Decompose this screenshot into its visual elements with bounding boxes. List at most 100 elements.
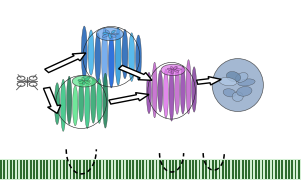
Bar <box>103 160 104 179</box>
Ellipse shape <box>237 87 252 96</box>
Ellipse shape <box>169 67 174 121</box>
Bar <box>209 160 210 179</box>
Ellipse shape <box>171 69 174 74</box>
Bar <box>109 160 111 179</box>
Bar <box>195 160 197 179</box>
Bar <box>70 160 71 179</box>
Bar <box>202 160 204 179</box>
Ellipse shape <box>73 85 78 126</box>
Bar <box>152 160 154 179</box>
Ellipse shape <box>219 77 237 86</box>
Ellipse shape <box>168 69 173 72</box>
Bar <box>36 160 38 179</box>
Bar <box>40 160 42 179</box>
Ellipse shape <box>88 30 94 75</box>
Bar <box>123 160 124 179</box>
Bar <box>86 160 88 179</box>
Bar <box>288 160 290 179</box>
Bar <box>205 160 207 179</box>
Bar <box>255 160 257 179</box>
Ellipse shape <box>95 33 101 82</box>
Ellipse shape <box>61 79 66 131</box>
Bar <box>43 160 45 179</box>
Bar <box>0 160 2 179</box>
Ellipse shape <box>82 77 85 81</box>
Bar <box>179 160 181 179</box>
Bar <box>132 160 134 179</box>
Ellipse shape <box>85 80 90 82</box>
Bar <box>83 160 85 179</box>
Ellipse shape <box>235 73 248 82</box>
Ellipse shape <box>115 27 121 85</box>
Bar <box>262 160 263 179</box>
Ellipse shape <box>173 69 182 70</box>
Ellipse shape <box>212 59 263 112</box>
Ellipse shape <box>67 76 72 124</box>
Bar <box>212 160 214 179</box>
Bar <box>265 160 267 179</box>
Ellipse shape <box>102 28 107 88</box>
Bar <box>281 160 283 179</box>
Ellipse shape <box>232 92 243 101</box>
Ellipse shape <box>173 66 177 70</box>
Bar <box>10 160 12 179</box>
Bar <box>298 160 300 179</box>
Ellipse shape <box>111 30 115 33</box>
Ellipse shape <box>102 34 110 37</box>
Ellipse shape <box>147 72 151 114</box>
Bar <box>13 160 15 179</box>
Ellipse shape <box>129 33 135 81</box>
Bar <box>23 160 25 179</box>
Bar <box>66 160 68 179</box>
Bar <box>159 160 161 179</box>
Bar <box>76 160 78 179</box>
Ellipse shape <box>54 83 60 125</box>
Ellipse shape <box>79 80 84 122</box>
Ellipse shape <box>78 80 83 82</box>
Polygon shape <box>45 53 86 73</box>
Bar <box>116 160 118 179</box>
Ellipse shape <box>103 32 109 35</box>
Ellipse shape <box>161 64 185 76</box>
Ellipse shape <box>223 89 236 97</box>
Ellipse shape <box>186 60 191 114</box>
Bar <box>219 160 220 179</box>
Ellipse shape <box>81 26 87 79</box>
Bar <box>199 160 200 179</box>
Bar <box>3 160 5 179</box>
Ellipse shape <box>103 73 108 128</box>
Bar <box>258 160 260 179</box>
Ellipse shape <box>192 67 197 112</box>
Bar <box>285 160 287 179</box>
Bar <box>252 160 253 179</box>
Ellipse shape <box>175 67 180 114</box>
Bar <box>248 160 250 179</box>
Bar <box>93 160 95 179</box>
Ellipse shape <box>97 79 102 123</box>
Bar <box>73 160 75 179</box>
Bar <box>225 160 227 179</box>
Bar <box>56 160 58 179</box>
Bar <box>146 160 147 179</box>
Bar <box>119 160 121 179</box>
Bar <box>245 160 247 179</box>
Bar <box>222 160 224 179</box>
Bar <box>238 160 240 179</box>
Bar <box>172 160 174 179</box>
Ellipse shape <box>82 81 85 84</box>
Bar <box>215 160 217 179</box>
Ellipse shape <box>91 78 96 123</box>
Polygon shape <box>109 93 149 104</box>
Bar <box>268 160 270 179</box>
Ellipse shape <box>152 62 157 118</box>
Ellipse shape <box>238 79 255 86</box>
Bar <box>149 160 151 179</box>
Bar <box>235 160 237 179</box>
Bar <box>79 160 81 179</box>
Ellipse shape <box>111 33 119 35</box>
Bar <box>63 160 65 179</box>
Bar <box>139 160 141 179</box>
Bar <box>129 160 131 179</box>
Bar <box>278 160 280 179</box>
Bar <box>53 160 55 179</box>
